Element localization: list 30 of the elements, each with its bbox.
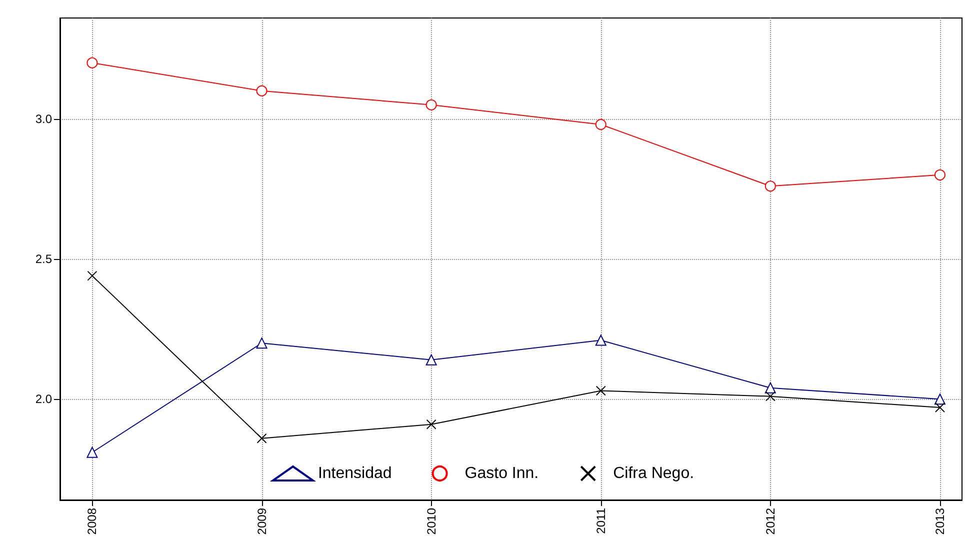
- point: [256, 85, 268, 96]
- point: [256, 338, 268, 349]
- y-tick-label: 2.5: [35, 252, 52, 266]
- point: [764, 180, 776, 192]
- legend-label: Cifra Nego.: [613, 465, 694, 482]
- point: [426, 354, 437, 366]
- x-tick-label: 2012: [763, 508, 778, 535]
- point: [934, 169, 946, 180]
- y-tick-label: 2.0: [35, 392, 52, 406]
- x-tick-label: 2009: [254, 508, 269, 535]
- point: [426, 419, 436, 430]
- point: [426, 99, 437, 110]
- point: [934, 394, 946, 405]
- y-tick-label: 3.0: [35, 112, 52, 126]
- point: [934, 402, 945, 413]
- x-tick-label: 2011: [594, 508, 608, 534]
- legend-label: Gasto Inn.: [464, 465, 539, 482]
- point: [596, 386, 606, 396]
- x-tick-label: 2010: [424, 508, 438, 535]
- point: [87, 270, 98, 281]
- x-tick-label: 2008: [85, 508, 100, 535]
- point: [86, 57, 98, 68]
- point: [256, 433, 267, 444]
- point: [764, 382, 776, 394]
- point: [595, 334, 606, 346]
- x-tick-label: 2013: [932, 508, 947, 535]
- legend-label: Intensidad: [318, 465, 392, 482]
- point: [765, 391, 776, 402]
- point: [595, 118, 606, 130]
- point: [86, 446, 98, 458]
